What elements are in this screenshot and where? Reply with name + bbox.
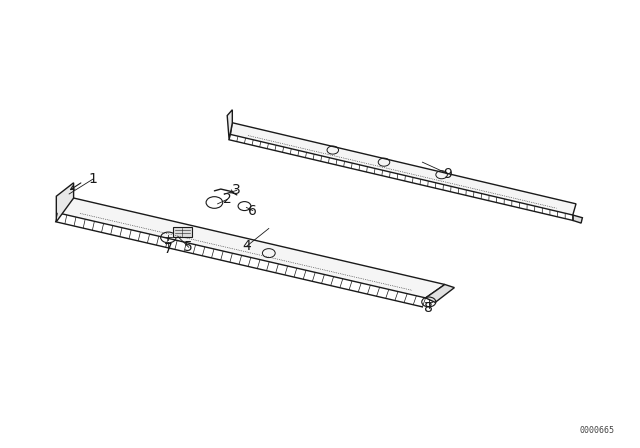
Polygon shape	[58, 198, 445, 298]
Text: 7: 7	[164, 241, 173, 256]
Text: 3: 3	[232, 183, 241, 198]
Polygon shape	[230, 123, 576, 215]
Text: 2: 2	[223, 192, 232, 207]
Text: 4: 4	[242, 239, 251, 254]
Text: 5: 5	[184, 240, 193, 254]
Text: 8: 8	[424, 301, 433, 315]
Polygon shape	[56, 183, 74, 222]
Text: 6: 6	[248, 203, 257, 218]
Bar	[173, 227, 192, 237]
Polygon shape	[227, 110, 232, 140]
Text: 0000665: 0000665	[579, 426, 614, 435]
Polygon shape	[426, 284, 454, 302]
Text: 9: 9	[444, 167, 452, 181]
Polygon shape	[573, 215, 582, 223]
Text: 1: 1	[88, 172, 97, 186]
